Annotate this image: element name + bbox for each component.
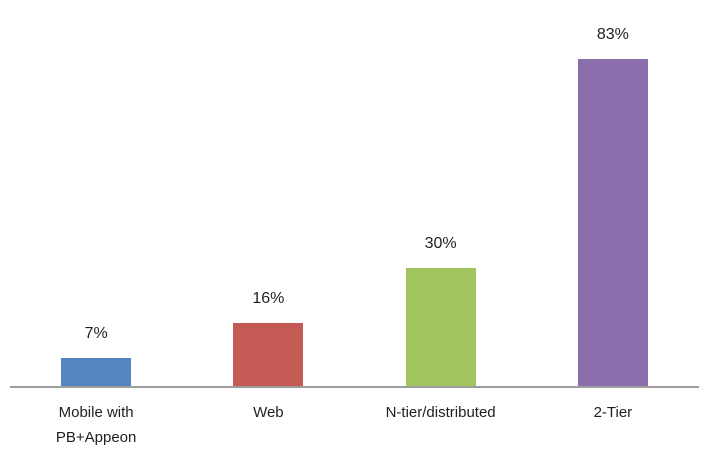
bar-group-n-tier-distributed: 30% N-tier/distributed [355, 0, 527, 452]
bar-web [233, 323, 304, 386]
bar-group-mobile-with-pb-appeon: 7% Mobile with PB+Appeon [10, 0, 182, 452]
bar-value-label: 16% [252, 290, 285, 307]
bar-n-tier-distributed [405, 268, 476, 386]
category-label-2-tier: 2-Tier [593, 404, 633, 421]
bar-mobile-with-pb-appeon [61, 358, 132, 386]
bar-value-label: 83% [596, 26, 629, 43]
category-label-web: Web [253, 404, 284, 421]
bar-group-2-tier: 83% 2-Tier [527, 0, 699, 452]
bar-value-label: 30% [424, 235, 457, 252]
category-label-mobile-with-pb-appeon: Mobile with PB+Appeon [55, 404, 137, 446]
category-label-n-tier-distributed: N-tier/distributed [385, 404, 496, 421]
bar-value-label: 7% [84, 325, 108, 342]
bar-2-tier [577, 59, 648, 386]
bar-group-web: 16% Web [182, 0, 354, 452]
x-axis-line [10, 386, 699, 388]
